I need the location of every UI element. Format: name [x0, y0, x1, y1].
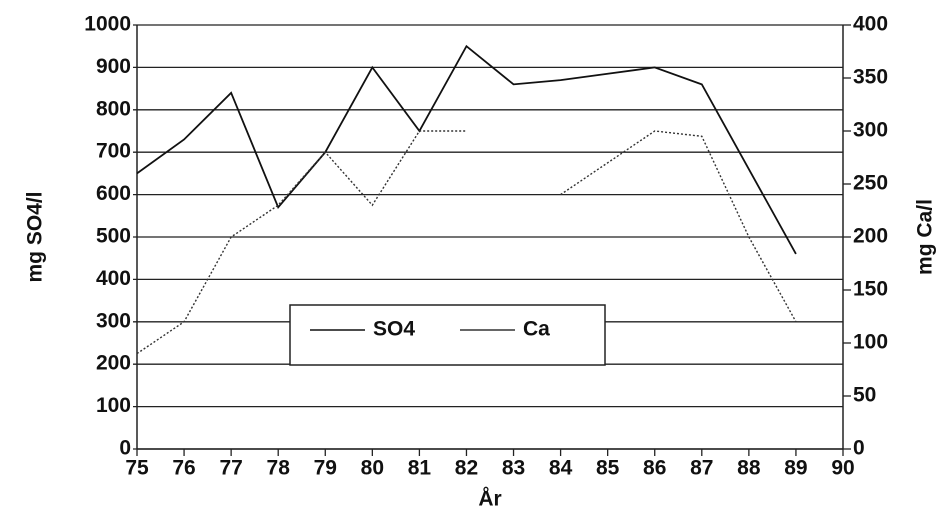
y-tick-label: 1000	[84, 13, 131, 36]
series-line	[136, 130, 797, 355]
x-tick-label: 88	[737, 457, 761, 480]
y-tick-label: 100	[96, 394, 131, 417]
x-tick-label: 79	[314, 457, 337, 480]
legend-label: Ca	[523, 318, 550, 341]
y2-tick-label: 250	[853, 172, 888, 195]
y-tick-label: 400	[96, 267, 131, 290]
y2-tick-label: 300	[853, 119, 888, 142]
y2-tick-label: 50	[853, 384, 876, 407]
x-axis-label: År	[478, 487, 501, 511]
y2-tick-label: 100	[853, 331, 888, 354]
x-tick-label: 82	[455, 457, 478, 480]
y-tick-label: 700	[96, 140, 131, 163]
x-tick-label: 87	[690, 457, 713, 480]
x-tick-label: 75	[125, 457, 149, 480]
y-tick-label: 800	[96, 97, 131, 120]
y-tick-label: 600	[96, 182, 131, 205]
x-tick-label: 90	[831, 457, 854, 480]
x-tick-label: 84	[549, 457, 573, 480]
legend-box	[289, 304, 606, 366]
y-tick-label: 900	[96, 55, 131, 78]
y-tick-label: 500	[96, 225, 131, 248]
y2-tick-label: 400	[853, 13, 888, 36]
y2-tick-label: 200	[853, 225, 888, 248]
x-tick-label: 80	[361, 457, 384, 480]
x-tick-label: 77	[219, 457, 242, 480]
y-tick-label: 200	[96, 352, 131, 375]
x-tick-label: 85	[596, 457, 620, 480]
x-tick-label: 76	[172, 457, 195, 480]
legend-label: SO4	[373, 318, 415, 341]
x-tick-label: 89	[784, 457, 807, 480]
y-tick-label: 0	[119, 437, 131, 460]
x-tick-label: 81	[408, 457, 432, 480]
x-tick-label: 83	[502, 457, 525, 480]
series-line	[136, 44, 797, 255]
x-tick-label: 78	[267, 457, 291, 480]
y2-tick-label: 0	[853, 437, 865, 460]
x-tick-label: 86	[643, 457, 666, 480]
y2-axis-label: mg Ca/l	[914, 199, 937, 275]
y2-tick-label: 350	[853, 66, 888, 89]
y2-tick-label: 150	[853, 278, 888, 301]
y-axis-label: mg SO4/l	[24, 191, 47, 282]
y-tick-label: 300	[96, 309, 131, 332]
